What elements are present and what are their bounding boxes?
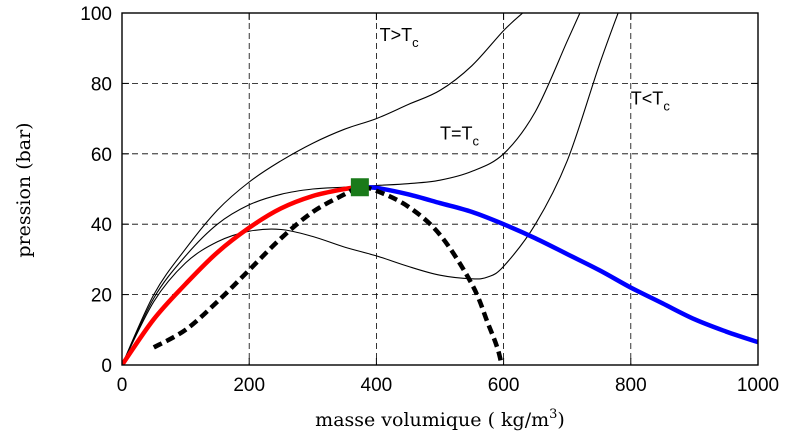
x-axis-title-close: ) [557,409,564,431]
x-tick-label: 400 [361,375,393,396]
curve-annotation: T<Tc [631,89,671,114]
y-tick-label: 100 [80,4,112,25]
axis-ticks: 0 200 400 600 800 1000 0 20 40 60 80 100 [80,4,779,396]
critical-point-marker [350,178,369,197]
series-isotherm-below-critical [122,13,619,365]
plot-curves [122,13,758,365]
y-tick-label: 80 [91,74,112,95]
plot-frame [121,12,759,366]
curve-annotation: T>Tc [380,25,420,50]
y-tick-label: 40 [91,215,112,236]
marker-layer [350,178,369,197]
x-tick-label: 800 [615,375,647,396]
x-tick-label: 1000 [737,375,779,396]
series-liquid-vapor-boundary-liquid-side [359,184,758,345]
y-tick-label: 20 [91,286,112,307]
series-spinodal [152,184,504,365]
x-tick-label: 200 [233,375,265,396]
y-tick-label: 60 [91,145,112,166]
grid [122,13,758,365]
x-tick-label: 0 [117,375,128,396]
series-isotherm-above-critical [122,13,524,365]
annotations: T>Tc T=Tc T<Tc [380,25,671,149]
y-axis-title: pression (bar) [13,122,35,257]
x-tick-label: 600 [488,375,520,396]
x-axis-title: masse volumique ( kg/m3) [315,407,565,431]
x-axis-title-sup: 3 [549,407,557,422]
x-axis-title-main: masse volumique ( kg/m [315,409,549,431]
y-tick-label: 0 [101,356,112,377]
series-liquid-vapor-boundary-vapor-side [122,184,361,365]
curve-annotation: T=Tc [440,124,480,149]
